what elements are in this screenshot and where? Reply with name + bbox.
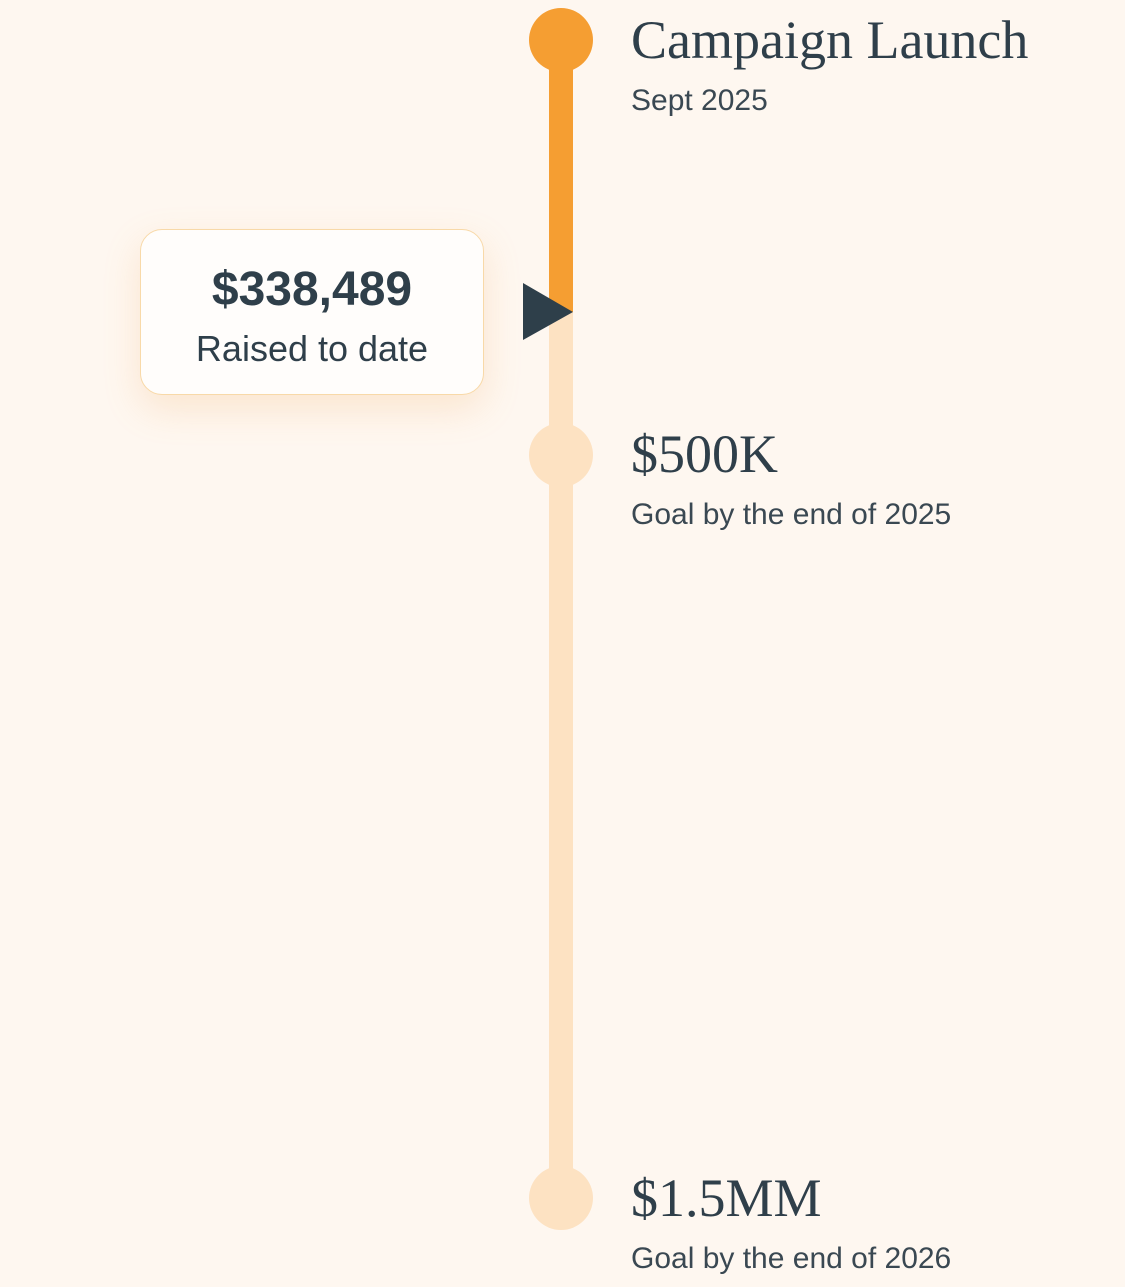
milestone-title: Campaign Launch [631,10,1029,70]
milestone-title: $500K [631,424,778,484]
amount-label: Raised to date [195,328,429,369]
progress-card: $338,489 Raised to date [140,229,484,395]
milestone-subtitle: Goal by the end of 2025 [631,498,952,531]
amount: $338,489 [211,263,413,316]
progress-track [549,40,573,312]
milestone-title: $1.5MM [631,1168,822,1228]
milestone-subtitle: Goal by the end of 2026 [631,1242,952,1275]
milestone-dot [529,423,593,487]
milestone-dot [529,1166,593,1230]
milestone-dot [529,8,593,72]
progress-pointer [523,283,573,340]
milestone-subtitle: Sept 2025 [631,84,768,117]
